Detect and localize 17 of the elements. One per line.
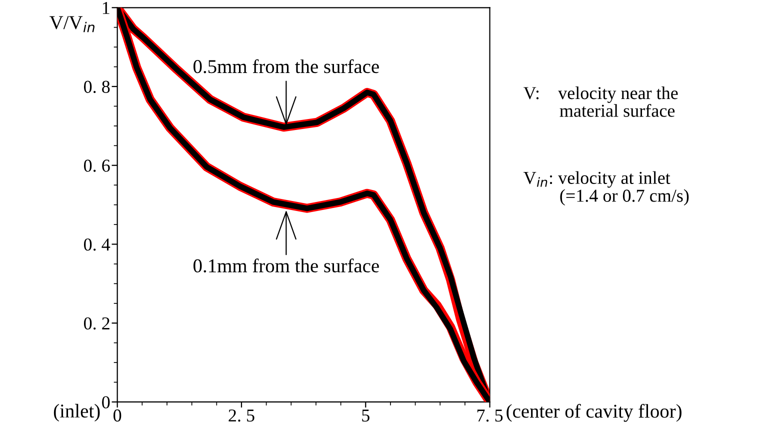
x-axis-title: (center of cavity floor)	[506, 404, 682, 422]
x-tick-label: 2. 5	[228, 409, 254, 422]
text: V: velocity near the material surface	[524, 86, 678, 117]
text: (inlet)	[54, 404, 100, 422]
annotation: 0.5mm from the surface	[194, 59, 379, 74]
y-axis-title: V/V$_{in}$	[50, 16, 94, 32]
text: V$_{in}$: velocity at inlet (=1.4 or 0.7 cm/s)	[524, 171, 689, 206]
y-tick-label: 0. 8	[84, 80, 110, 94]
y-tick-label: 0. 4	[84, 238, 110, 251]
y-tick-label: 1	[102, 2, 110, 14]
annotation: 0.1mm from the surface	[194, 258, 379, 273]
x-tick-label: 0	[114, 409, 122, 422]
x-tick-label: 5	[362, 410, 370, 422]
y-tick-label: 0. 2	[84, 317, 110, 330]
x-tick-label: 7. 5	[477, 410, 503, 422]
y-tick-label: 0	[102, 396, 110, 408]
y-tick-label: 0. 6	[84, 160, 110, 172]
